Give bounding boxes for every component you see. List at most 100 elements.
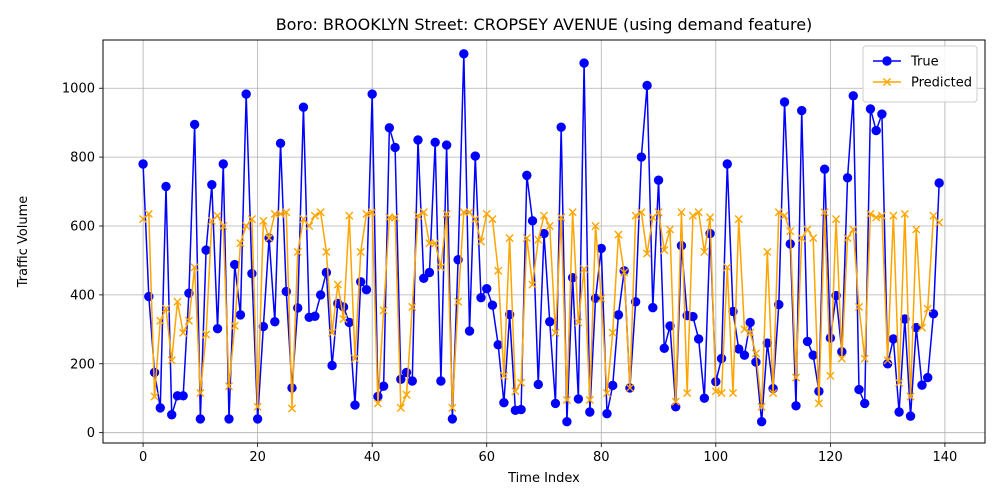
data-point [596,243,606,254]
data-point [436,376,446,386]
data-point [219,221,228,231]
data-point [826,371,835,380]
data-point [396,403,405,412]
data-point [368,208,377,217]
data-point [774,299,784,310]
x-tick-label: 140 [932,450,957,465]
data-point [597,294,606,303]
x-tick-label: 0 [139,450,147,465]
data-point [470,151,480,161]
data-point [791,401,801,411]
data-point [557,213,566,222]
data-point [694,208,703,217]
data-point [717,388,726,398]
data-point [533,379,543,390]
data-point [378,381,389,391]
data-point [465,208,474,217]
y-tick-label: 800 [70,151,95,166]
data-point [293,247,302,256]
data-point [305,221,314,231]
data-point [448,403,457,412]
data-point [235,310,246,320]
data-point [734,215,743,224]
data-point [316,208,325,217]
data-point [534,235,543,244]
data-point [419,208,428,217]
data-point [797,233,806,243]
x-tick-label: 120 [818,450,843,465]
data-point [499,371,509,380]
data-point [350,400,360,410]
data-point [642,80,652,91]
data-point [653,175,664,185]
data-point [711,387,720,396]
data-point [275,138,286,149]
data-point [860,354,869,363]
data-point [579,264,589,274]
data-point [849,225,858,234]
data-point [522,170,532,181]
data-point [270,317,280,327]
data-point [871,125,881,136]
data-point [258,321,269,332]
data-point [242,221,251,231]
data-point [522,233,531,243]
series-predicted [138,208,944,413]
data-point [665,321,675,331]
data-point [631,211,640,220]
data-point [768,388,778,398]
data-point [431,239,440,248]
data-point [877,211,887,220]
data-point [447,414,458,424]
data-point [224,414,234,424]
data-point [230,259,240,270]
data-point [608,380,618,391]
data-point [178,391,188,401]
data-point [516,378,526,387]
data-point [700,247,709,256]
data-point [356,247,365,256]
data-point [196,388,205,398]
data-point [894,407,904,417]
data-point [487,300,498,310]
data-point [739,350,750,360]
y-tick-label: 400 [70,288,95,303]
data-point [161,304,171,313]
legend-marker [882,77,892,87]
data-point [665,225,675,234]
data-point [608,328,617,337]
x-tick-label: 100 [703,450,728,465]
series-layer [138,49,944,427]
data-point [825,333,836,343]
data-point [539,211,549,220]
data-point [774,208,783,217]
data-point [430,137,440,148]
data-point [407,376,417,386]
data-point [591,221,600,231]
legend-entry-true: True [873,55,939,70]
data-point [373,399,383,408]
data-point [144,209,153,219]
data-point [356,277,366,287]
data-point [894,378,904,387]
data-point [688,211,698,220]
data-point [923,304,932,313]
data-point [339,314,348,324]
data-point [545,221,554,231]
data-point [155,403,165,413]
data-point [150,392,159,401]
data-point [253,402,262,411]
data-point [648,302,658,313]
data-point [436,263,446,272]
data-point [259,216,268,225]
data-point [212,323,223,334]
data-point [390,213,400,222]
data-point [676,240,687,251]
chart-title: Boro: BROOKLYN Street: CROPSEY AVENUE (u… [276,15,813,34]
data-point [299,215,308,224]
data-point [201,330,211,339]
data-point [401,367,412,378]
y-tick-label: 600 [70,220,95,235]
data-point [585,407,595,417]
